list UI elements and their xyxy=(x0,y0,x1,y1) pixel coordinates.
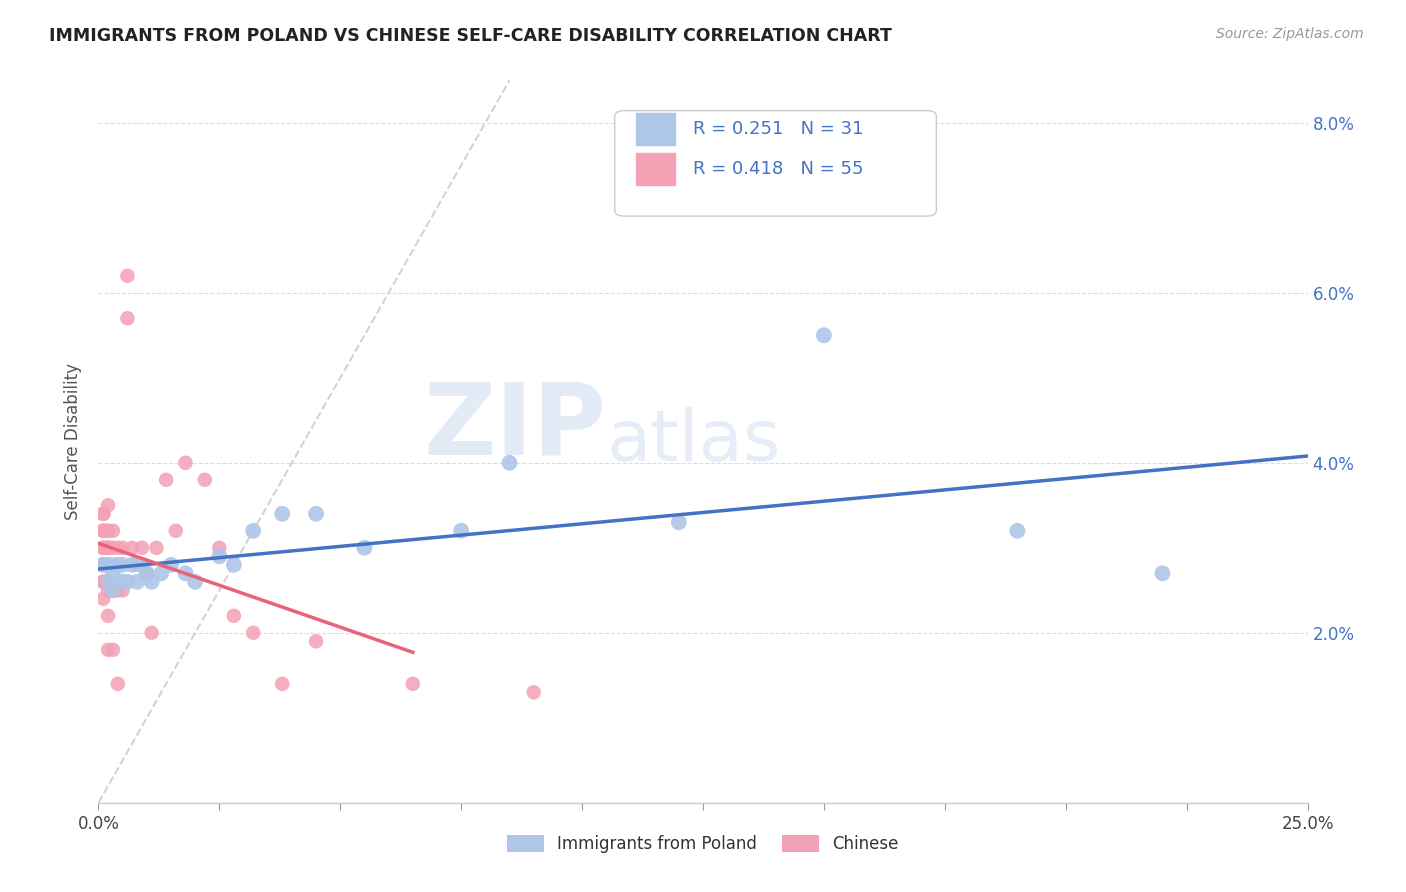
Point xyxy=(97,558,120,572)
Point xyxy=(353,541,375,555)
Point xyxy=(91,574,114,589)
Point xyxy=(498,456,520,470)
Point xyxy=(141,574,163,589)
Point xyxy=(91,541,114,555)
Point xyxy=(1152,566,1174,581)
Point xyxy=(402,677,425,691)
Point xyxy=(117,574,139,589)
Point xyxy=(97,558,120,572)
Point xyxy=(150,566,173,581)
Point xyxy=(111,558,134,572)
Point xyxy=(194,473,217,487)
Point xyxy=(135,566,157,581)
Point xyxy=(141,625,163,640)
Point xyxy=(107,558,129,572)
Point xyxy=(97,541,120,555)
Point xyxy=(450,524,472,538)
Point xyxy=(523,685,546,699)
Point xyxy=(155,473,177,487)
Point xyxy=(101,558,124,572)
Point xyxy=(97,541,120,555)
Point xyxy=(91,558,114,572)
Point xyxy=(97,574,120,589)
FancyBboxPatch shape xyxy=(637,112,675,145)
Point xyxy=(165,524,187,538)
Point xyxy=(91,558,114,572)
Point xyxy=(242,625,264,640)
Point xyxy=(184,574,207,589)
Point xyxy=(305,634,328,648)
Point xyxy=(1007,524,1029,538)
Point xyxy=(97,541,120,555)
Text: Source: ZipAtlas.com: Source: ZipAtlas.com xyxy=(1216,27,1364,41)
Legend: Immigrants from Poland, Chinese: Immigrants from Poland, Chinese xyxy=(501,828,905,860)
Point xyxy=(222,558,245,572)
Point xyxy=(111,541,134,555)
Point xyxy=(208,541,231,555)
FancyBboxPatch shape xyxy=(637,153,675,185)
Point xyxy=(174,456,197,470)
Point xyxy=(91,558,114,572)
Point xyxy=(91,558,114,572)
Point xyxy=(107,583,129,598)
Point xyxy=(107,574,129,589)
Point xyxy=(91,507,114,521)
Text: IMMIGRANTS FROM POLAND VS CHINESE SELF-CARE DISABILITY CORRELATION CHART: IMMIGRANTS FROM POLAND VS CHINESE SELF-C… xyxy=(49,27,891,45)
Point xyxy=(242,524,264,538)
Point xyxy=(91,507,114,521)
Point xyxy=(91,591,114,606)
Point xyxy=(97,524,120,538)
Y-axis label: Self-Care Disability: Self-Care Disability xyxy=(65,363,83,520)
Point xyxy=(271,507,294,521)
Point xyxy=(121,541,143,555)
Point xyxy=(222,608,245,623)
Text: R = 0.251   N = 31: R = 0.251 N = 31 xyxy=(693,120,863,138)
Point xyxy=(91,541,114,555)
Point xyxy=(107,541,129,555)
Point xyxy=(97,583,120,598)
Text: R = 0.418   N = 55: R = 0.418 N = 55 xyxy=(693,160,863,178)
Point xyxy=(97,558,120,572)
Point xyxy=(97,498,120,512)
Point xyxy=(101,583,124,598)
Point xyxy=(107,677,129,691)
Point xyxy=(91,541,114,555)
Point xyxy=(160,558,183,572)
Point xyxy=(117,311,139,326)
Point xyxy=(127,558,149,572)
Point xyxy=(101,642,124,657)
FancyBboxPatch shape xyxy=(614,111,936,216)
Point xyxy=(127,574,149,589)
Point xyxy=(668,516,690,530)
Point xyxy=(174,566,197,581)
Point xyxy=(271,677,294,691)
Point xyxy=(101,583,124,598)
Point xyxy=(91,524,114,538)
Point xyxy=(97,608,120,623)
Point xyxy=(305,507,328,521)
Point xyxy=(121,558,143,572)
Point xyxy=(97,642,120,657)
Text: ZIP: ZIP xyxy=(423,378,606,475)
Point xyxy=(91,524,114,538)
Point xyxy=(135,566,157,581)
Point xyxy=(97,524,120,538)
Point xyxy=(131,558,153,572)
Point xyxy=(813,328,835,343)
Point xyxy=(111,583,134,598)
Point xyxy=(91,558,114,572)
Point xyxy=(91,524,114,538)
Point xyxy=(91,574,114,589)
Point xyxy=(145,541,167,555)
Point xyxy=(101,541,124,555)
Point xyxy=(101,524,124,538)
Point xyxy=(101,566,124,581)
Text: atlas: atlas xyxy=(606,407,780,476)
Point xyxy=(131,541,153,555)
Point xyxy=(111,574,134,589)
Point xyxy=(208,549,231,564)
Point xyxy=(117,268,139,283)
